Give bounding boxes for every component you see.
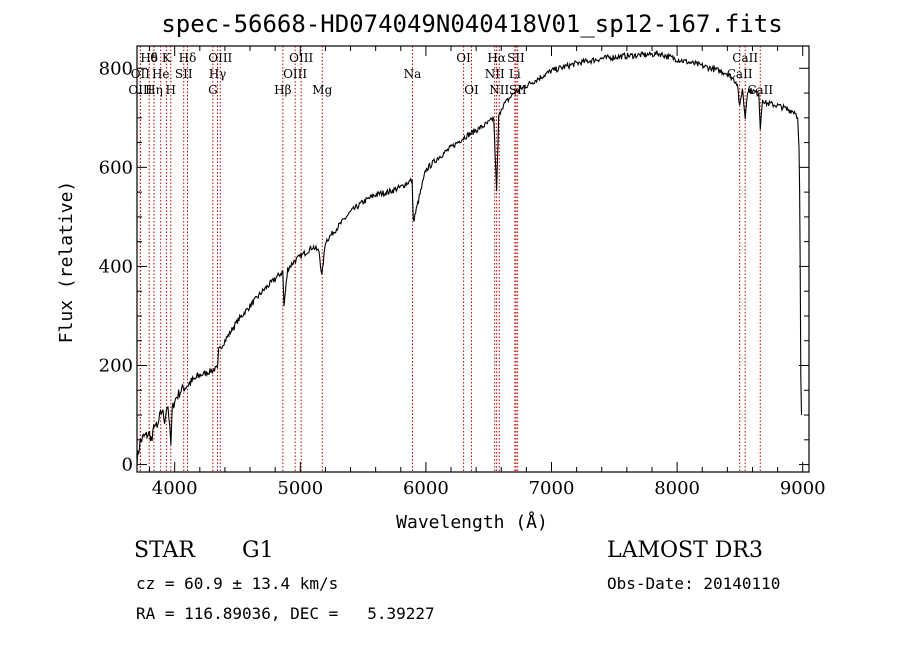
object-class: STAR bbox=[134, 538, 195, 563]
line-label-21: NII bbox=[485, 67, 505, 81]
line-label-14: OIII bbox=[283, 67, 307, 81]
line-label-7: H bbox=[166, 83, 176, 97]
line-label-23: SII bbox=[507, 51, 525, 65]
y-axis-label: Flux (relative) bbox=[56, 181, 77, 344]
chart-title: spec-56668-HD074049N040418V01_sp12-167.f… bbox=[161, 10, 782, 38]
y-tick-label-0: 0 bbox=[122, 455, 133, 476]
y-tick-label-3: 600 bbox=[99, 157, 133, 178]
line-label-18: OI bbox=[456, 51, 471, 65]
object-subclass: G1 bbox=[242, 538, 274, 563]
line-label-13: Hβ bbox=[274, 83, 291, 97]
line-label-26: CaII bbox=[732, 51, 758, 65]
line-label-1: OII bbox=[131, 67, 151, 81]
x-axis-ticks: 4000 5000 6000 7000 8000 9000 bbox=[149, 46, 826, 499]
line-label-16: Mg bbox=[312, 83, 332, 97]
x-axis-label: Wavelength (Å) bbox=[396, 511, 548, 533]
line-label-28: CaII bbox=[747, 83, 773, 97]
y-tick-label-1: 200 bbox=[99, 356, 133, 377]
line-label-10: OIII bbox=[208, 51, 232, 65]
y-tick-label-4: 800 bbox=[99, 58, 133, 79]
x-tick-label-4: 8000 bbox=[654, 478, 700, 499]
observation-date: Obs-Date: 20140110 bbox=[607, 574, 781, 593]
line-label-27: CaII bbox=[727, 67, 753, 81]
plot-frame bbox=[136, 45, 810, 473]
line-label-24: Li bbox=[509, 67, 521, 81]
line-label-19: OI bbox=[464, 83, 479, 97]
line-label-15: OIII bbox=[289, 51, 313, 65]
y-axis-ticks: 0 200 400 600 800 bbox=[99, 58, 809, 476]
line-label-6: K bbox=[162, 51, 172, 65]
x-tick-label-3: 7000 bbox=[529, 478, 575, 499]
line-label-9: Hδ bbox=[179, 51, 197, 65]
y-tick-label-2: 400 bbox=[99, 256, 133, 277]
line-label-20: Hα bbox=[487, 51, 506, 65]
line-label-22: NII bbox=[489, 83, 509, 97]
line-label-2: OIII bbox=[128, 83, 152, 97]
spectrum-line bbox=[136, 50, 803, 466]
spectral-line-labels: Hδ OII OIII θ He Hη K H SII Hδ OIII Hγ G Hβ OIII OIII Mg… bbox=[128, 51, 773, 97]
spectral-line-markers bbox=[139, 46, 761, 472]
redshift-velocity: cz = 60.9 ± 13.4 km/s bbox=[136, 574, 339, 593]
line-label-17: Na bbox=[404, 67, 422, 81]
x-tick-label-1: 5000 bbox=[277, 478, 323, 499]
coordinates: RA = 116.89036, DEC = 5.39227 bbox=[136, 604, 435, 623]
x-tick-label-0: 4000 bbox=[152, 478, 198, 499]
line-label-0: Hδ bbox=[140, 51, 158, 65]
line-label-5: Hη bbox=[145, 83, 163, 97]
line-label-8: SII bbox=[175, 67, 193, 81]
x-tick-label-2: 6000 bbox=[403, 478, 449, 499]
line-label-4: He bbox=[152, 67, 170, 81]
line-label-3: θ bbox=[150, 51, 157, 65]
line-label-12: G bbox=[208, 83, 218, 97]
line-label-11: Hγ bbox=[209, 67, 227, 81]
survey-name: LAMOST DR3 bbox=[607, 538, 763, 563]
x-tick-label-5: 9000 bbox=[780, 478, 826, 499]
